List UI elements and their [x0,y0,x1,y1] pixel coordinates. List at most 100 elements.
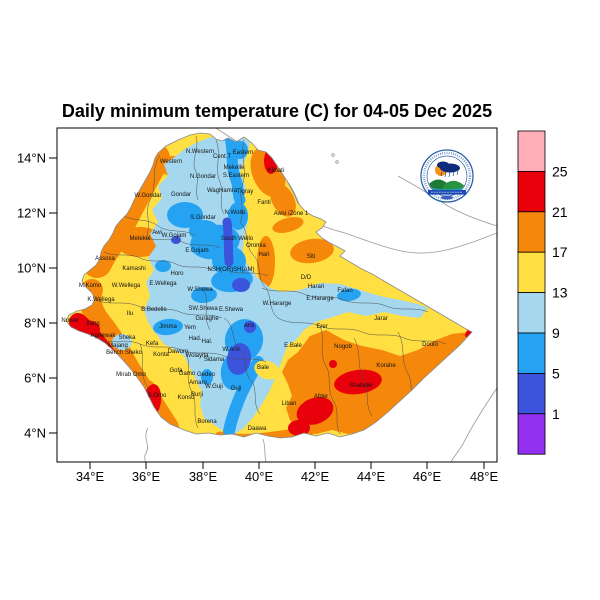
x-tick-label: 46°E [413,469,442,484]
island-dot [331,153,335,157]
region-label: Konta [153,352,169,358]
region-label: E.Shewa [219,307,244,313]
region-label: M.Komo [79,283,102,289]
logo-banner-tail [441,195,453,200]
region-label: Agnewak [91,333,117,339]
x-tick-label: 36°E [132,469,161,484]
colorbar-tick-label: 13 [552,285,568,301]
colorbar-tick-label: 25 [552,163,568,179]
region-label: Burji [191,392,203,398]
region-label: W.Guji [205,384,223,390]
y-axis: 14°N 12°N 10°N 8°N 6°N 4°N [17,151,57,441]
region-label: Gondar [171,192,191,198]
region-label: Nuwer [61,318,78,324]
region-label: Kefa [146,341,159,347]
region-label: SW.Shewa [188,306,218,312]
colorbar-segment [517,251,546,293]
region-label: Fanti [257,200,270,206]
y-tick-label: 14°N [17,151,46,166]
region-label: Fafan [337,288,352,294]
region-label: Guraghe [195,316,219,322]
region-label: WagHamra [207,188,238,194]
region-label: Majang [108,343,128,349]
colorbar-tick-label: 5 [552,365,560,381]
colorbar-segment [517,170,546,213]
colorbar-tick-label: 17 [552,244,568,260]
region-label: Awi [152,230,162,236]
kenya-border-line [262,438,267,463]
region-label: W.Gojam [162,233,187,239]
somalia-border [450,387,498,463]
region-label: Harari [308,284,324,290]
plot-frame [56,127,498,463]
region-label: Nogob [334,344,352,350]
contour-band-13-17-inlay [254,360,280,380]
region-label: Eastern [233,150,254,156]
region-label: Gedeo [197,372,216,378]
region-label: Itang [86,321,99,327]
region-label: Assosa [95,256,115,262]
region-label: W.Hararge [263,301,292,307]
institute-logo [420,149,474,203]
region-label: E.Gojam [185,248,208,254]
y-tick-label: 6°N [24,371,46,386]
region-label: W.Wellega [112,283,141,289]
region-label: Mirab Omo [116,372,146,378]
colorbar: 25 21 17 13 9 5 1 [517,130,568,455]
x-tick-label: 40°E [245,469,274,484]
region-label: Sheka [118,335,136,341]
region-label: Hari [258,252,269,258]
region-label: Tigray [237,189,253,195]
region-label: Wolayita [186,353,210,359]
region-label: D/D [301,275,312,281]
colorbar-tick-label: 1 [552,406,560,422]
region-label: W.Shewa [187,287,213,293]
region-label: South Wello [221,236,254,242]
region-label: Korahe [376,363,396,369]
region-label: Cent.T [213,154,231,160]
x-tick-label: 38°E [189,469,218,484]
colorbar-segment [517,372,546,415]
y-tick-label: 12°N [17,206,46,221]
y-tick-label: 4°N [24,426,46,441]
y-tick-label: 8°N [24,316,46,331]
region-label: S.Gondar [190,215,216,221]
island-dot [335,160,339,164]
region-label: Jarar [374,316,388,322]
region-label: Daawa [248,426,267,432]
region-label: Liban [282,401,297,407]
colorbar-segment [517,332,546,374]
region-label: Borena [197,419,217,425]
region-label: Amaro [189,380,207,386]
region-label: Yem [184,325,196,331]
region-label: Mekelle [224,165,245,171]
region-label: Doolo [422,342,438,348]
region-label: B.Bedelle [141,307,167,313]
x-tick-label: 42°E [301,469,330,484]
region-label: Erer [316,324,327,330]
region-label: Guji [231,386,242,392]
rain-icon [440,170,459,178]
x-axis: 34°E 36°E 38°E 40°E 42°E 44°E 46°E 48°E [76,462,498,484]
region-label: Western [160,159,182,165]
region-label: Had. [189,336,202,342]
region-label: Ilu [127,311,133,317]
region-label: N.Wollo [225,210,247,216]
region-label: Bench Sheko [106,350,142,356]
contour-band-9-13 [112,134,428,434]
region-label: Afder [314,394,328,400]
colorbar-tick-label: 21 [552,204,568,220]
region-label: Dawuro [168,349,189,355]
region-label: Hal. [202,339,213,345]
colorbar-segment [517,413,546,455]
region-label: Horo [170,271,184,277]
x-tick-label: 44°E [357,469,386,484]
region-label: Shabelle [349,383,373,389]
region-label: W.Arsi [222,347,239,353]
region-label: N.Gondar [190,174,216,180]
region-label: NSH(OR)SH(AM) [208,267,255,273]
region-label: E.Wellega [149,281,177,287]
region-label: Siti [307,254,315,260]
